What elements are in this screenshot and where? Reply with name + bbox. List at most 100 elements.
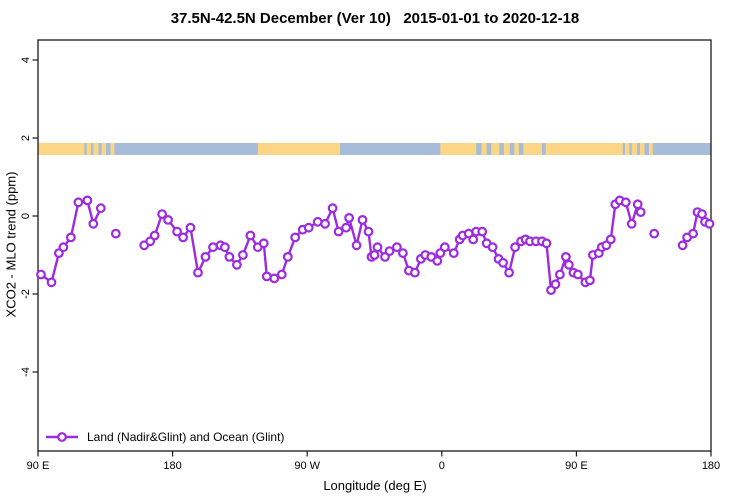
data-point-marker (58, 242, 69, 253)
data-series (36, 195, 715, 296)
data-point-marker (73, 197, 84, 208)
data-point-marker (541, 238, 552, 249)
data-point-marker (36, 269, 46, 280)
data-point-marker (620, 197, 631, 208)
data-point-marker (351, 240, 362, 251)
data-point-marker (333, 226, 344, 237)
land-segment (625, 143, 630, 155)
land-segment (523, 143, 543, 155)
data-point-marker (341, 222, 352, 233)
x-tick-label: 90 W (294, 460, 320, 472)
land-segment (631, 143, 637, 155)
data-point-marker (178, 232, 189, 243)
land-segment (491, 143, 500, 155)
land-segment (93, 143, 99, 155)
data-point-marker (149, 230, 160, 241)
data-point-marker (157, 209, 168, 220)
data-point-marker (649, 228, 660, 239)
data-point-marker (697, 209, 707, 220)
data-point-marker (344, 212, 355, 223)
data-point-marker (398, 248, 408, 259)
legend-marker-sample (57, 432, 67, 442)
land-segment (86, 143, 92, 155)
data-point-marker (561, 251, 571, 262)
y-tick-label: -4 (20, 367, 32, 377)
data-point-marker (231, 259, 242, 270)
y-tick-label: 2 (20, 135, 32, 141)
data-point-marker (95, 203, 106, 214)
data-point-marker (410, 267, 420, 278)
data-point-marker (46, 277, 57, 288)
y-tick-label: -2 (20, 289, 32, 299)
land-segment (503, 143, 510, 155)
data-point-marker (626, 218, 637, 229)
legend-label: Land (Nadir&Glint) and Ocean (Glint) (87, 430, 284, 444)
data-point-marker (605, 234, 616, 245)
data-point-marker (185, 222, 196, 233)
data-point-marker (276, 269, 287, 280)
y-tick-label: 0 (20, 213, 32, 219)
ocean-strip-base (38, 143, 711, 155)
data-point-marker (510, 242, 520, 253)
y-axis-label: XCO2 - MLO trend (ppm) (3, 171, 19, 318)
data-point-marker (555, 269, 565, 280)
data-point-marker (172, 226, 183, 237)
data-point-marker (110, 228, 121, 239)
data-point-marker (573, 269, 583, 280)
plot-box (37, 39, 712, 452)
legend: Land (Nadir&Glint) and Ocean (Glint) (46, 430, 284, 444)
data-point-marker (384, 246, 395, 257)
data-point-marker (677, 240, 688, 251)
data-point-marker (564, 259, 574, 270)
data-point-marker (432, 256, 443, 266)
data-point-marker (363, 226, 374, 237)
data-point-marker (282, 251, 293, 262)
data-point-marker (504, 267, 515, 278)
data-point-marker (193, 267, 203, 278)
land-segment (110, 143, 115, 155)
data-point-marker (237, 250, 248, 260)
x-tick-label: 90 E (27, 460, 50, 472)
land-segment (481, 143, 487, 155)
data-point-marker (468, 234, 479, 245)
data-point-marker (498, 257, 509, 268)
chart-title: 37.5N-42.5N December (Ver 10) 2015-01-01… (170, 10, 580, 27)
data-point-marker (372, 242, 383, 253)
land-segment (38, 143, 85, 155)
data-point-marker (327, 203, 338, 214)
x-tick-label: 90 E (565, 460, 588, 472)
data-point-marker (163, 214, 174, 225)
land-segment (514, 143, 519, 155)
x-tick-label: 180 (163, 460, 181, 472)
data-point-marker (88, 218, 99, 229)
x-axis-ticks: 90 E 180 90 W 0 90 E 180 (27, 451, 720, 472)
land-segment (257, 143, 341, 155)
data-point-marker (369, 250, 380, 260)
x-tick-label: 0 (439, 460, 445, 472)
data-point-marker (635, 207, 646, 218)
x-axis-label: Longitude (deg E) (323, 478, 427, 493)
y-axis-ticks: -4 -2 0 2 4 (20, 57, 38, 377)
land-segment (440, 143, 477, 155)
y-tick-label: 4 (20, 57, 32, 63)
data-point-marker (704, 218, 715, 229)
data-point-marker (65, 232, 76, 243)
land-segment (101, 143, 107, 155)
data-point-marker (269, 273, 280, 284)
data-point-marker (439, 242, 450, 253)
data-point-marker (487, 242, 498, 253)
data-point-marker (290, 232, 301, 243)
data-point-marker (320, 218, 331, 229)
data-point-marker (219, 242, 230, 253)
data-point-marker (688, 228, 698, 239)
data-point-marker (245, 230, 256, 241)
land-segment (545, 143, 623, 155)
data-point-marker (357, 214, 368, 225)
data-point-marker (477, 226, 488, 237)
data-point-marker (303, 222, 314, 233)
data-point-marker (200, 251, 211, 262)
data-point-marker (82, 195, 93, 206)
x-tick-label: 180 (702, 460, 720, 472)
